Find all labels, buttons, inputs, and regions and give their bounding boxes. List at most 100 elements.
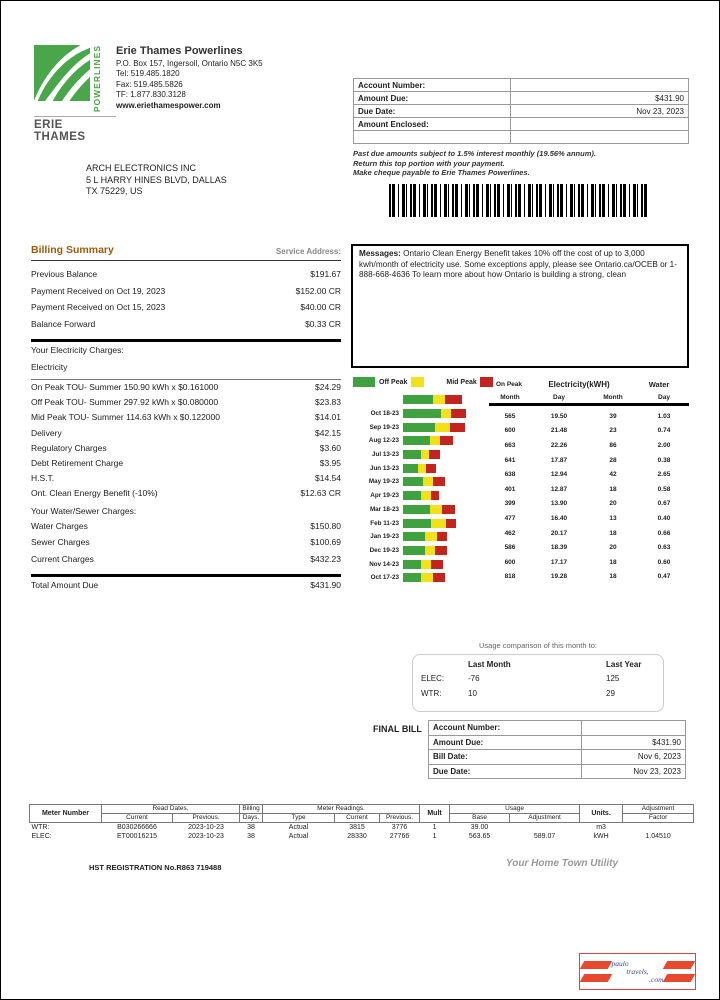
meter-service: WTR: [31, 824, 50, 831]
reading-current: 3815 [349, 824, 365, 831]
company-website: www.eriethamespower.com [116, 100, 221, 110]
electricity-column-group: Electricity(kWH) [548, 379, 610, 389]
off-peak-bar-segment [403, 504, 430, 514]
final-bill-row: Amount Due: $431.90 [428, 734, 686, 751]
charge-line-value: $150.80 [310, 520, 341, 531]
water-day-value: 0.47 [657, 573, 671, 581]
elec-month-value: 638 [504, 471, 516, 479]
summary-line: Balance Forward $0.33 CR [31, 319, 341, 336]
final-bill-row: Bill Date: Nov 6, 2023 [428, 749, 686, 765]
elec-month-value: 462 [504, 529, 516, 537]
remittance-value [510, 117, 689, 131]
meter-number-header: Meter Number [29, 804, 102, 823]
on-peak-legend-label: On Peak [495, 380, 522, 388]
read-date-previous: 2023-10-23 [188, 824, 224, 831]
usage-chart-row: Jun 13-23 [351, 461, 496, 475]
final-bill-table: Account Number: Amount Due: $431.90 Bill… [428, 720, 686, 780]
mid-peak-bar-segment [433, 395, 445, 405]
comparison-last-month: 10 [468, 689, 477, 698]
mid-peak-bar-segment [421, 491, 431, 501]
charge-line-label: Current Charges [31, 553, 94, 564]
summary-line-label: Payment Received on Oct 19, 2023 [31, 285, 166, 296]
final-bill-row: Account Number: [428, 720, 686, 736]
service-address-label: Service Address: [275, 247, 341, 256]
mid-peak-bar-segment [430, 504, 442, 514]
elec-day-value: 19.50 [550, 412, 568, 420]
water-day-value: 1.03 [657, 412, 671, 420]
usage-history-chart: Oct 18-23 Sep 19-23 Aug 12-23 Jul 13-2 [351, 393, 496, 585]
water-month-value: 18 [609, 485, 617, 493]
charge-line-value: $12.63 CR [300, 488, 341, 499]
usage-chart-row: Jul 13-23 [351, 448, 496, 462]
usage-chart-row: Oct 17-23 [351, 571, 496, 585]
reading-current-header: Current [334, 813, 381, 823]
water-day-value: 2.00 [657, 441, 671, 449]
usage-adjustment-header: Adjustment [509, 813, 581, 823]
elec-month-value: 399 [504, 500, 516, 508]
water-month-value: 20 [609, 544, 617, 552]
off-peak-legend-label: Off Peak [379, 378, 408, 386]
billing-summary-title: Billing Summary [31, 244, 114, 256]
remittance-row: Due Date: Nov 23, 2023 [352, 104, 689, 118]
usage-adjustment: 589.07 [533, 833, 556, 840]
on-peak-bar-segment [429, 450, 440, 460]
usage-history-row: 818 19.28 18 0.47 [489, 570, 689, 585]
final-bill-row-value: Nov 23, 2023 [581, 763, 686, 780]
logo-graphic-icon [34, 45, 90, 101]
charge-line-value: $23.83 [315, 397, 341, 408]
mult-header: Mult [419, 804, 451, 823]
reading-type: Actual [288, 833, 309, 840]
company-address: P.O. Box 157, Ingersoll, Ontario N5C 3K5 [116, 58, 263, 68]
off-peak-bar-segment [403, 395, 433, 405]
usage-chart-row [351, 393, 496, 407]
billing-days: 38 [247, 833, 255, 840]
final-bill-row-label: Due Date: [428, 763, 582, 780]
water-section-label: Your Water/Sewer Charges: [31, 505, 137, 516]
mid-peak-bar-segment [441, 409, 451, 419]
water-day-value: 2.65 [657, 471, 671, 479]
usage-chart-row: Sep 19-23 [351, 420, 496, 434]
chart-period-label: Nov 14-23 [369, 560, 399, 568]
summary-line-label: Balance Forward [31, 318, 96, 329]
final-bill-row-value: $431.90 [581, 734, 686, 751]
messages-box: Messages: Ontario Clean Energy Benefit t… [351, 244, 689, 368]
summary-line-value: $0.33 CR [305, 318, 341, 329]
messages-title: Messages: [359, 249, 401, 258]
company-tagline: Your Home Town Utility [506, 858, 619, 869]
remittance-row: Amount Enclosed: [352, 117, 689, 131]
usage-history-table: On Peak Electricity(kWH) Water Month Day… [489, 377, 689, 584]
usage-comparison-title: Usage comparison of this month to: [479, 641, 597, 650]
total-amount-due-line: Total Amount Due $431.90 [31, 580, 341, 597]
payment-note-line: Return this top portion with your paymen… [353, 158, 505, 168]
charge-line-value: $42.15 [315, 427, 341, 438]
read-date-previous: 2023-10-23 [188, 833, 224, 840]
company-logo: POWERLINES ERIE THAMES [34, 45, 116, 143]
mid-peak-bar-segment [425, 545, 435, 555]
divider [31, 339, 341, 342]
usage-chart-row: Jan 19-23 [351, 530, 496, 544]
off-peak-bar-segment [403, 477, 423, 487]
usage-history-row: 600 21.48 23 0.74 [489, 424, 689, 439]
comparison-last-month: -76 [468, 674, 480, 683]
read-previous-header: Previous. [171, 813, 241, 823]
usage-history-row: 401 12.87 18 0.58 [489, 482, 689, 497]
remittance-table: Account Number: Amount Due: $431.90 Due … [352, 78, 689, 144]
summary-line: Previous Balance $191.67 [31, 269, 341, 286]
charge-line-value: $24.29 [315, 382, 341, 392]
elec-day-value: 12.94 [550, 471, 568, 479]
charge-line-value: $14.54 [315, 473, 341, 484]
charge-line-label: Debt Retirement Charge [31, 457, 124, 468]
adjustment-factor: 1.04510 [645, 833, 671, 840]
final-bill-row-label: Account Number: [428, 720, 582, 736]
usage-history-row: 565 19.50 39 1.03 [489, 409, 689, 424]
charge-line-label: Sewer Charges [31, 537, 90, 547]
chart-period-label: Dec 19-23 [369, 546, 399, 554]
chart-period-label: Aug 12-23 [368, 437, 399, 445]
remittance-row: Account Number: [352, 78, 689, 92]
charge-line: Delivery $42.15 [31, 428, 341, 443]
electricity-subheader: Electricity [31, 362, 68, 372]
company-tollfree: TF: 1.877.830.3128 [116, 90, 186, 99]
remittance-value [510, 78, 689, 92]
remittance-row [352, 130, 689, 144]
